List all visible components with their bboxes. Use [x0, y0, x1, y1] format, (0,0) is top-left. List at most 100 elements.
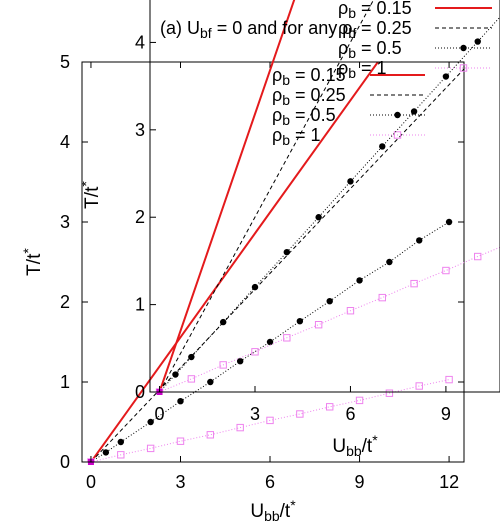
- text-part: = 0.15: [290, 65, 346, 85]
- text-part: b: [348, 65, 356, 81]
- main-x-tick-label-4: 12: [439, 472, 459, 492]
- marker-square-inset3-5: [314, 321, 323, 329]
- main-legend-marker-2: [394, 111, 401, 119]
- text-part: ρ: [272, 65, 282, 85]
- text-part: *: [78, 181, 94, 187]
- marker-square-main3-4: [206, 431, 215, 439]
- marker-square-main3-6: [266, 416, 274, 425]
- marker-circle-inset2-1: [172, 371, 179, 378]
- marker-circle-main2-1: [102, 449, 110, 456]
- text-part: ρ: [338, 18, 348, 38]
- inset-legend-label-1: ρb = 0.25: [338, 18, 412, 41]
- inset-legend-marker-2: [460, 44, 467, 52]
- main-y-tick-label-0: 0: [60, 452, 70, 472]
- marker-circle-inset2-2: [188, 353, 195, 361]
- text-part: U: [250, 501, 264, 522]
- text-part: *: [290, 497, 296, 513]
- text-part: ρ: [272, 85, 282, 105]
- main-legend-label-3: ρb = 1: [272, 125, 321, 148]
- inset-legend-label-0: ρb = 0.15: [338, 0, 412, 21]
- text-part: (a) U: [160, 18, 200, 38]
- text-part: = 0.5: [290, 105, 336, 125]
- marker-square-inset3-3: [251, 348, 259, 356]
- inset-legend-marker-3: [459, 64, 468, 72]
- text-part: /t: [362, 436, 373, 457]
- text-part: b: [282, 72, 290, 88]
- text-part: f: [353, 25, 357, 41]
- main-y-tick-label-5: 5: [60, 52, 70, 72]
- marker-square-main3-1: [117, 451, 125, 459]
- text-part: bb: [264, 508, 280, 524]
- text-part: ρ: [338, 0, 348, 18]
- marker-square-inset3-8: [410, 279, 418, 288]
- main-x-tick-label-2: 6: [265, 472, 275, 492]
- marker-square-inset3-4: [283, 334, 291, 342]
- marker-circle-main2-13: [445, 218, 453, 226]
- main-y-axis-label: T/t*: [20, 248, 45, 276]
- text-part: bb: [346, 443, 362, 459]
- marker-square-inset3-1: [187, 375, 196, 383]
- marker-square-main3-8: [326, 403, 334, 411]
- marker-circle-main2-8: [296, 318, 304, 325]
- marker-square-inset3-10: [474, 252, 482, 261]
- marker-circle-inset2-3: [219, 318, 227, 326]
- inset-title: (a) Ubf = 0 and for any ρf: [160, 18, 357, 41]
- marker-circle-inset2-10: [442, 73, 450, 80]
- marker-circle-main2-5: [207, 378, 214, 386]
- text-part: = 0.25: [356, 18, 412, 38]
- text-part: ρ: [272, 105, 282, 125]
- inset-series-group: [155, 0, 500, 392]
- marker-circle-inset2-8: [379, 143, 386, 150]
- inset-series-line-0: [158, 0, 296, 392]
- marker-square-inset3-9: [442, 266, 450, 275]
- text-part: T/t: [24, 253, 45, 276]
- inset-series-line-1: [159, 0, 375, 392]
- main-legend-marker-3: [393, 131, 402, 139]
- marker-square-main3-2: [146, 444, 155, 453]
- marker-square-inset3-2: [219, 361, 227, 369]
- main-y-tick-label-1: 1: [60, 372, 70, 392]
- marker-circle-inset2-9: [410, 108, 418, 115]
- main-series-line-1: [90, 68, 464, 462]
- text-part: b: [348, 45, 356, 61]
- main-y-tick-label-2: 2: [60, 292, 70, 312]
- main-series-line-0: [90, 62, 380, 462]
- text-part: /t: [280, 501, 291, 522]
- main-x-tick-label-3: 9: [355, 472, 365, 492]
- marker-circle-inset2-6: [315, 214, 322, 221]
- text-part: b: [348, 5, 356, 21]
- main-y-tick-label-3: 3: [60, 212, 70, 232]
- text-part: bf: [200, 25, 212, 41]
- text-part: = 0.25: [290, 85, 346, 105]
- text-part: b: [282, 92, 290, 108]
- marker-circle-main2-11: [386, 258, 393, 266]
- text-part: b: [282, 112, 290, 128]
- main-legend-label-0: ρb = 0.15: [272, 65, 346, 88]
- inset-y-tick-label-3: 3: [135, 120, 145, 140]
- text-part: = 1: [290, 125, 321, 145]
- marker-circle-main2-7: [266, 338, 274, 346]
- text-part: = 0.15: [356, 0, 412, 18]
- marker-square-inset3-7: [378, 293, 386, 302]
- marker-circle-main2-10: [356, 277, 363, 284]
- inset-series-line-3: [159, 246, 500, 392]
- inset-plot-frame: [149, 0, 500, 393]
- marker-circle-main2-2: [117, 438, 124, 446]
- text-part: b: [348, 25, 356, 41]
- inset-y-tick-label-1: 1: [135, 295, 145, 315]
- text-part: = 1: [356, 58, 387, 78]
- text-part: ρ: [338, 38, 348, 58]
- marker-square-main3-10: [385, 389, 394, 397]
- marker-circle-main2-6: [236, 358, 244, 365]
- text-part: *: [372, 432, 378, 448]
- text-part: b: [282, 132, 290, 148]
- main-x-tick-label-1: 3: [175, 472, 185, 492]
- main-x-tick-label-0: 0: [86, 472, 96, 492]
- text-part: = 0 and for any ρ: [212, 18, 353, 38]
- inset-x-axis-label: Ubb/t*: [332, 432, 378, 459]
- marker-circle-main2-9: [326, 298, 333, 305]
- text-part: U: [332, 436, 346, 457]
